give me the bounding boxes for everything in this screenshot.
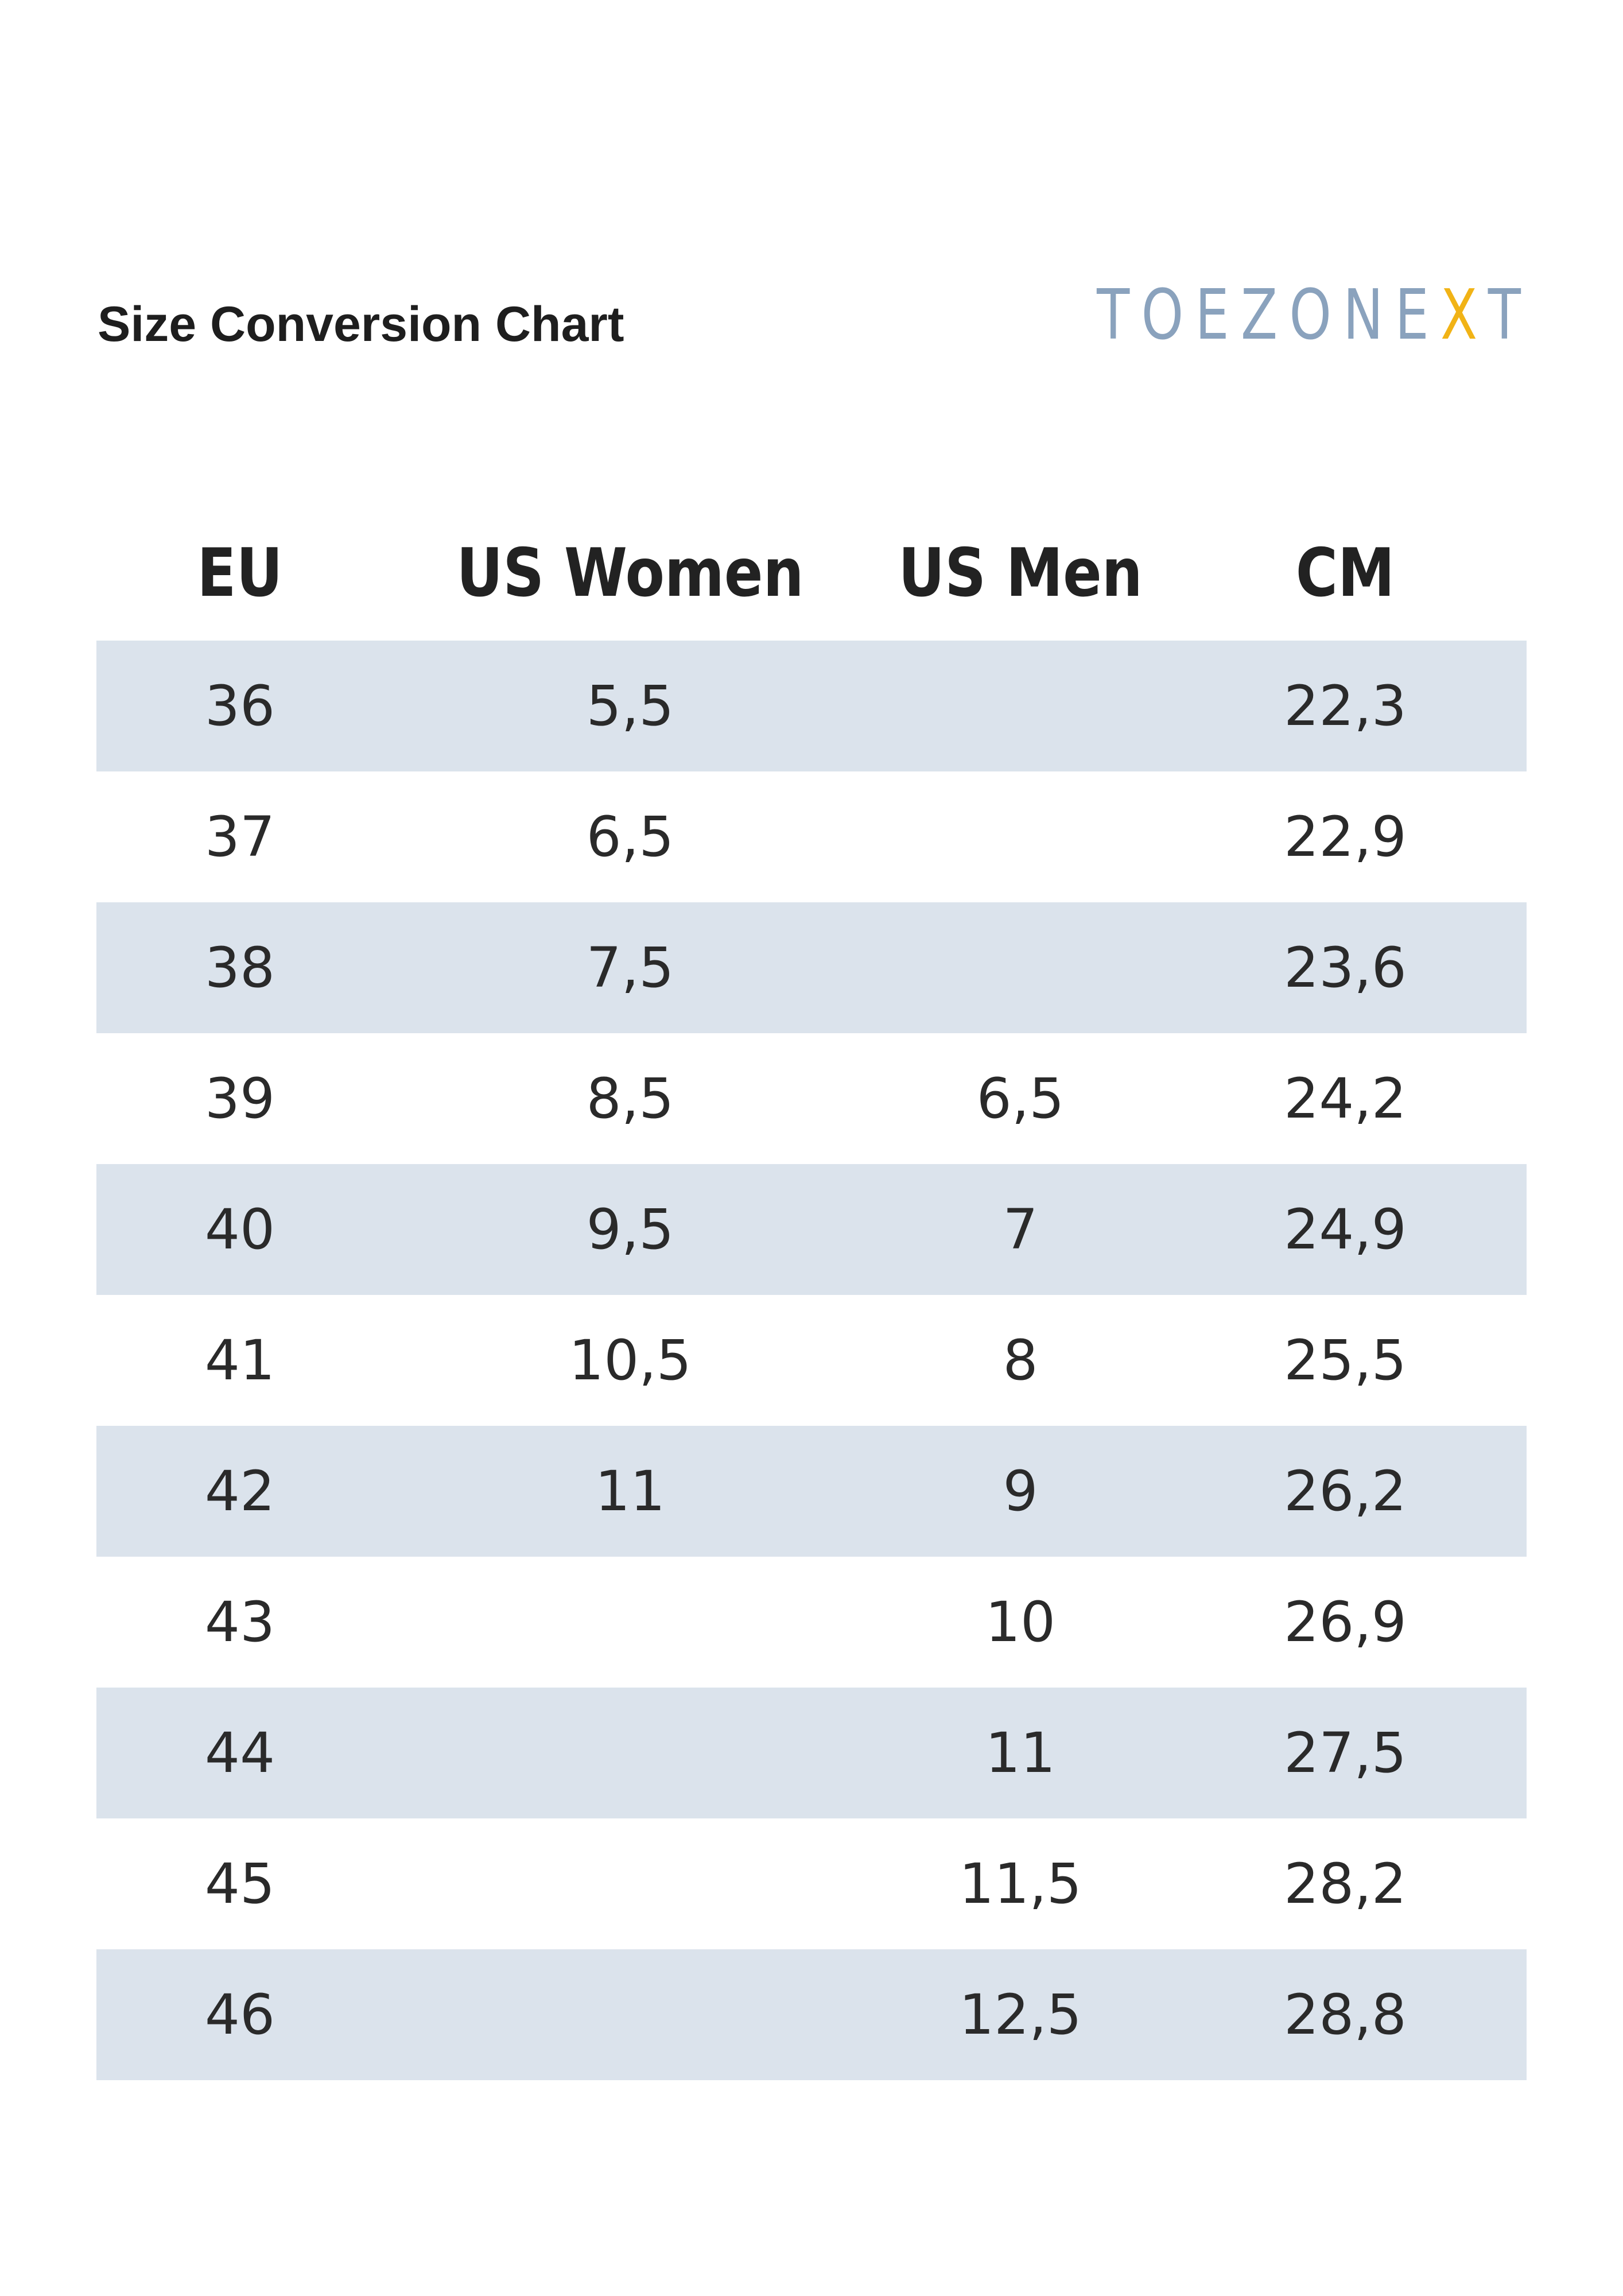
- table-row: 41 10,5 8 25,5: [96, 1295, 1527, 1426]
- cell-cm: 24,2: [1284, 1066, 1407, 1131]
- cell-us-women: 8,5: [586, 1066, 674, 1131]
- cell-us-women: 9,5: [383, 1164, 877, 1295]
- brand-logo: TOEZONEXT: [1097, 276, 1532, 356]
- table-row: 37 6,5 22,9: [96, 771, 1527, 902]
- table-row: 45 11,5 28,2: [96, 1818, 1527, 1949]
- cell-us-women: 5,5: [383, 641, 877, 771]
- column-header-us-men: US Men: [898, 534, 1143, 612]
- cell-us-women: [383, 1949, 877, 2080]
- cell-us-men: 11: [877, 1688, 1164, 1818]
- cell-eu: 43: [204, 1590, 275, 1654]
- cell-us-women: 10,5: [569, 1328, 692, 1393]
- cell-eu: 36: [96, 641, 383, 771]
- cell-us-men: 6,5: [976, 1066, 1065, 1131]
- cell-us-men: 8: [1003, 1328, 1038, 1393]
- table-row: 39 8,5 6,5 24,2: [96, 1033, 1527, 1164]
- brand-logo-accent: X: [1440, 276, 1488, 355]
- cell-cm: 26,2: [1164, 1426, 1527, 1557]
- size-conversion-table-container: EU US Women US Men CM 36 5,5 22,3 37 6,5…: [96, 505, 1527, 2080]
- cell-us-men: [877, 771, 1164, 902]
- cell-us-men: 9: [877, 1426, 1164, 1557]
- cell-cm: 24,9: [1164, 1164, 1527, 1295]
- table-row: 43 10 26,9: [96, 1557, 1527, 1688]
- table-header-row: EU US Women US Men CM: [96, 505, 1527, 641]
- cell-eu: 42: [96, 1426, 383, 1557]
- cell-us-men: [877, 902, 1164, 1033]
- cell-us-women: 7,5: [383, 902, 877, 1033]
- cell-us-women: 11: [383, 1426, 877, 1557]
- cell-cm: 28,2: [1284, 1852, 1407, 1916]
- cell-cm: 26,9: [1284, 1590, 1407, 1654]
- cell-cm: 25,5: [1284, 1328, 1407, 1393]
- column-header-eu: EU: [197, 534, 283, 612]
- cell-us-men: 12,5: [877, 1949, 1164, 2080]
- cell-eu: 37: [204, 805, 275, 869]
- cell-cm: 22,9: [1284, 805, 1407, 869]
- column-header-us-women: US Women: [456, 534, 804, 612]
- page-title: Size Conversion Chart: [98, 297, 624, 352]
- brand-logo-suffix: T: [1488, 276, 1532, 355]
- cell-eu: 40: [96, 1164, 383, 1295]
- cell-eu: 45: [204, 1852, 275, 1916]
- size-conversion-table: EU US Women US Men CM 36 5,5 22,3 37 6,5…: [96, 505, 1527, 2080]
- cell-us-women: 6,5: [586, 805, 674, 869]
- cell-us-men: 7: [877, 1164, 1164, 1295]
- cell-eu: 39: [204, 1066, 275, 1131]
- cell-cm: 22,3: [1164, 641, 1527, 771]
- table-row: 42 11 9 26,2: [96, 1426, 1527, 1557]
- cell-eu: 41: [204, 1328, 275, 1393]
- cell-cm: 23,6: [1164, 902, 1527, 1033]
- cell-us-women: [383, 1818, 877, 1949]
- table-row: 38 7,5 23,6: [96, 902, 1527, 1033]
- cell-us-men: 11,5: [959, 1852, 1082, 1916]
- cell-us-women: [383, 1688, 877, 1818]
- cell-eu: 44: [96, 1688, 383, 1818]
- cell-eu: 38: [96, 902, 383, 1033]
- cell-cm: 28,8: [1164, 1949, 1527, 2080]
- cell-us-women: [383, 1557, 877, 1688]
- column-header-cm: CM: [1295, 534, 1395, 612]
- cell-cm: 27,5: [1164, 1688, 1527, 1818]
- table-row: 44 11 27,5: [96, 1688, 1527, 1818]
- table-row: 46 12,5 28,8: [96, 1949, 1527, 2080]
- cell-us-men: [877, 641, 1164, 771]
- table-row: 36 5,5 22,3: [96, 641, 1527, 771]
- table-row: 40 9,5 7 24,9: [96, 1164, 1527, 1295]
- cell-us-men: 10: [985, 1590, 1056, 1654]
- brand-logo-prefix: TOEZONE: [1096, 276, 1440, 355]
- cell-eu: 46: [96, 1949, 383, 2080]
